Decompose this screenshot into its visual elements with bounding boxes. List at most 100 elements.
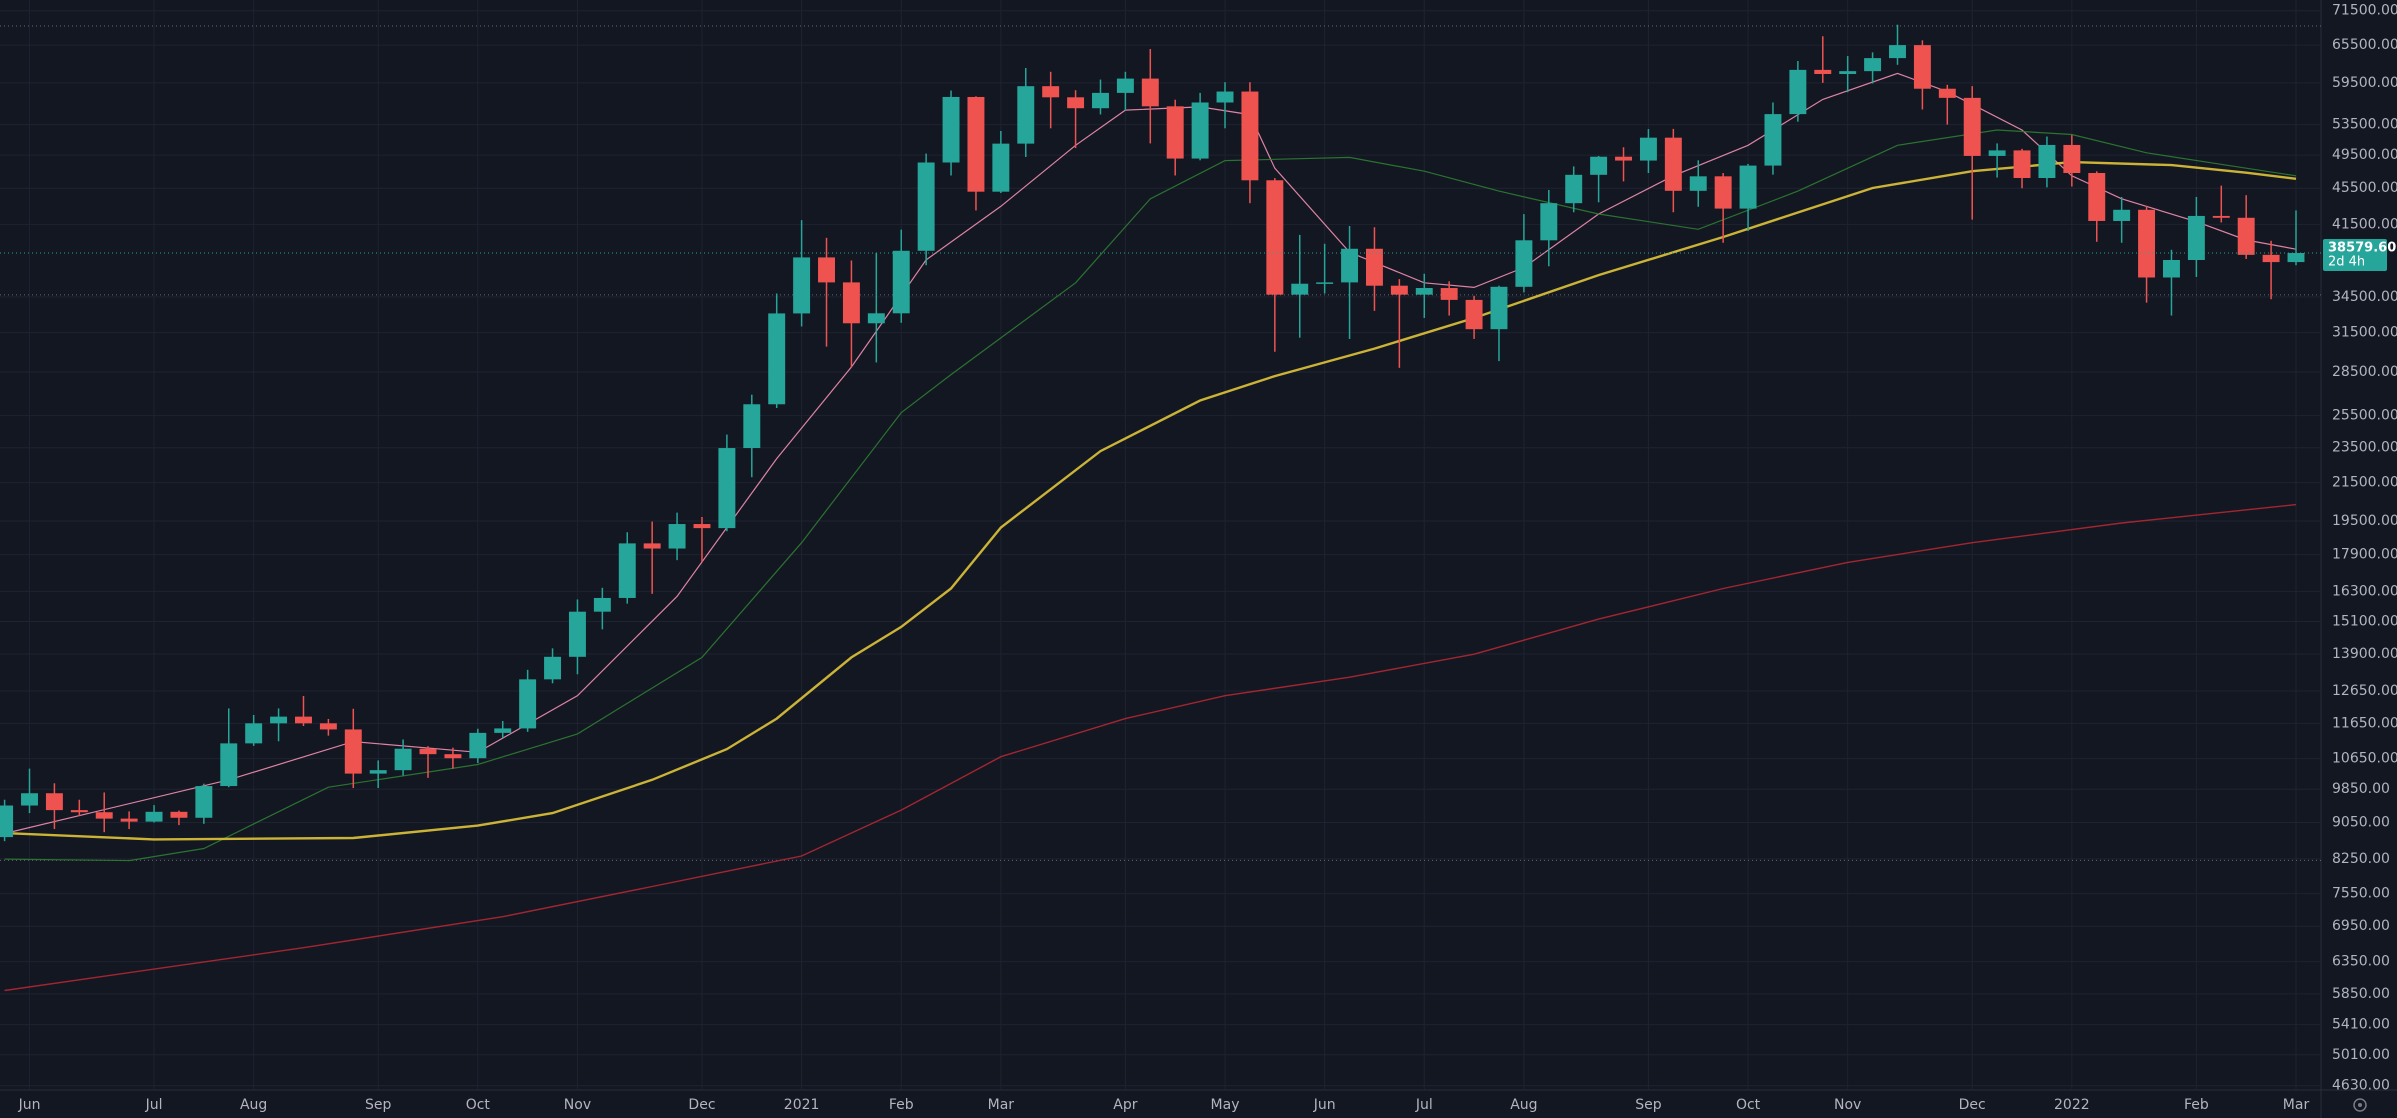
- y-tick-label: 19500.00: [2332, 513, 2397, 529]
- y-tick-label: 8250.00: [2332, 851, 2390, 867]
- candle-body: [568, 611, 586, 657]
- candle-body: [469, 732, 487, 759]
- y-tick-label: 4630.00: [2332, 1078, 2390, 1094]
- x-tick-label: Jul: [145, 1097, 163, 1113]
- candle-body: [319, 723, 337, 730]
- y-tick-label: 12650.00: [2332, 683, 2397, 699]
- candle-body: [2287, 253, 2305, 263]
- candle-body: [1615, 156, 1632, 161]
- candle-body: [2162, 260, 2180, 278]
- candle-body: [1092, 92, 1109, 109]
- y-tick-label: 17900.00: [2332, 547, 2397, 563]
- y-tick-label: 65500.00: [2332, 37, 2397, 53]
- settings-icon-dot[interactable]: [2358, 1103, 2362, 1107]
- y-tick-label: 13900.00: [2332, 646, 2397, 662]
- candle-body: [45, 793, 63, 811]
- candle-body: [867, 313, 885, 324]
- candle-body: [1191, 102, 1209, 159]
- candle-body: [519, 679, 537, 729]
- x-tick-label: Dec: [688, 1097, 715, 1113]
- x-tick-label: Nov: [564, 1097, 591, 1113]
- candle-body: [1216, 91, 1234, 103]
- candle-body: [1415, 288, 1433, 295]
- candle-body: [693, 524, 711, 529]
- x-tick-label: Oct: [466, 1097, 491, 1113]
- x-tick-label: 2022: [2054, 1097, 2090, 1113]
- price-label-box: [2323, 239, 2387, 272]
- candle-body: [1017, 86, 1035, 144]
- candle-body: [2138, 209, 2156, 278]
- candle-body: [1141, 78, 1159, 107]
- x-tick-label: May: [1211, 1097, 1240, 1113]
- candle-body: [195, 786, 213, 818]
- y-tick-label: 5410.00: [2332, 1017, 2390, 1033]
- y-tick-label: 11650.00: [2332, 715, 2397, 731]
- x-tick-label: Aug: [240, 1097, 267, 1113]
- candle-body: [1913, 45, 1931, 89]
- y-tick-label: 5010.00: [2332, 1047, 2390, 1063]
- candle-body: [643, 543, 661, 549]
- candle-body: [768, 313, 786, 405]
- candle-body: [1067, 97, 1085, 109]
- y-tick-label: 71500.00: [2332, 3, 2397, 19]
- candle-body: [1390, 285, 1408, 295]
- candle-body: [618, 543, 636, 598]
- candle-body: [95, 812, 113, 819]
- candle-body: [942, 96, 960, 163]
- candle-body: [1540, 203, 1558, 241]
- candle-body: [419, 748, 437, 755]
- y-tick-label: 28500.00: [2332, 364, 2397, 380]
- x-tick-label: Sep: [1635, 1097, 1662, 1113]
- candle-body: [842, 282, 860, 324]
- candle-body: [793, 257, 811, 314]
- candle-body: [1341, 248, 1359, 283]
- candle-body: [1590, 156, 1608, 175]
- candle-body: [2262, 254, 2280, 263]
- candle-body: [668, 524, 686, 549]
- candle-body: [1490, 286, 1508, 330]
- candle-body: [220, 743, 238, 787]
- candle-body: [1116, 78, 1134, 93]
- y-tick-label: 10650.00: [2332, 751, 2397, 767]
- candle-body: [444, 754, 462, 759]
- candle-body: [1465, 299, 1483, 330]
- candle-body: [1963, 97, 1981, 156]
- candle-body: [743, 404, 761, 449]
- moving-average-line: [4, 129, 2297, 862]
- candle-body: [917, 162, 935, 251]
- candle-body: [1291, 283, 1309, 295]
- candle-body: [369, 770, 387, 774]
- candle-body: [2063, 144, 2081, 173]
- candle-body: [1739, 165, 1757, 209]
- x-tick-label: Jun: [1313, 1097, 1336, 1113]
- candle-body: [718, 448, 736, 529]
- x-tick-label: 2021: [784, 1097, 820, 1113]
- settings-icon[interactable]: [2353, 1098, 2367, 1112]
- y-tick-label: 31500.00: [2332, 325, 2397, 341]
- candle-body: [1565, 174, 1583, 204]
- candle-body: [1166, 106, 1184, 159]
- y-tick-label: 45500.00: [2332, 180, 2397, 196]
- candle-body: [2013, 150, 2031, 178]
- x-tick-label: Oct: [1736, 1097, 1761, 1113]
- x-tick-label: Aug: [1510, 1097, 1537, 1113]
- settings-icon-ring[interactable]: [2353, 1098, 2367, 1112]
- x-tick-label: Mar: [988, 1097, 1015, 1113]
- candle-body: [344, 729, 362, 774]
- candle-body: [2212, 215, 2230, 218]
- candle-body: [1864, 58, 1882, 72]
- candle-body: [1639, 137, 1657, 161]
- candle-body: [967, 96, 985, 192]
- candle-body: [295, 716, 312, 724]
- y-tick-label: 6950.00: [2332, 918, 2390, 934]
- y-tick-label: 6350.00: [2332, 954, 2390, 970]
- candle-body: [170, 811, 188, 818]
- x-tick-label: Nov: [1834, 1097, 1861, 1113]
- candle-body: [494, 728, 512, 733]
- candle-body: [270, 716, 288, 724]
- candle-body: [145, 811, 163, 822]
- candle-body: [1988, 150, 2006, 156]
- candle-body: [1266, 180, 1284, 295]
- candle-body: [593, 597, 611, 612]
- y-tick-label: 5850.00: [2332, 986, 2390, 1002]
